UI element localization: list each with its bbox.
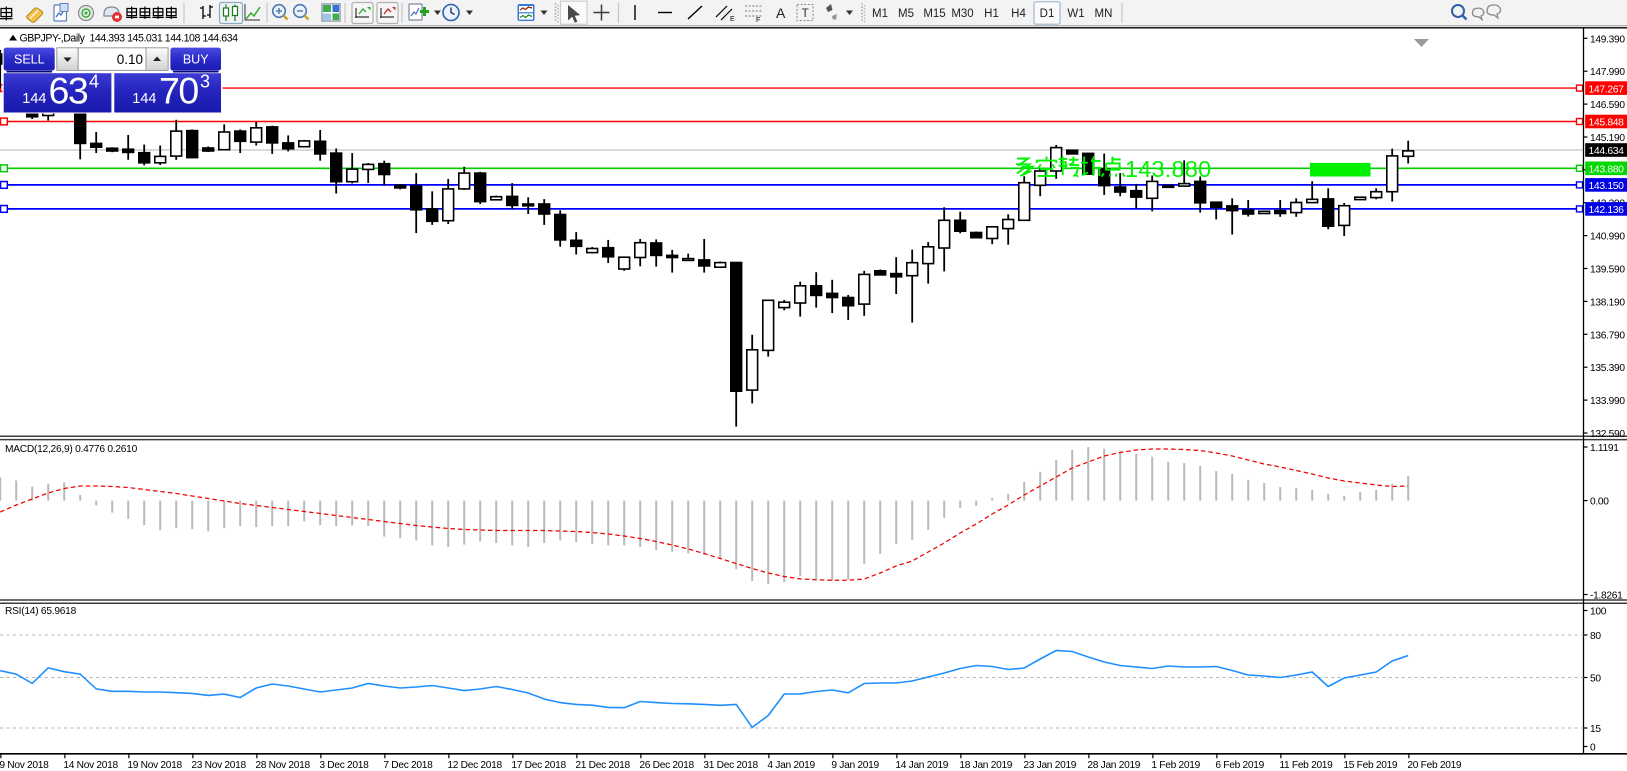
svg-text:A: A — [776, 5, 786, 21]
svg-text:3 Dec 2018: 3 Dec 2018 — [319, 760, 369, 771]
svg-text:14 Jan 2019: 14 Jan 2019 — [895, 760, 948, 771]
svg-text:144: 144 — [132, 91, 156, 107]
svg-text:145.848: 145.848 — [1589, 118, 1625, 129]
svg-text:145.190: 145.190 — [1590, 133, 1625, 144]
svg-text:9 Jan 2019: 9 Jan 2019 — [831, 760, 879, 771]
svg-text:135.390: 135.390 — [1590, 363, 1625, 374]
svg-text:21 Dec 2018: 21 Dec 2018 — [575, 760, 630, 771]
svg-text:17 Dec 2018: 17 Dec 2018 — [511, 760, 566, 771]
svg-text:70: 70 — [159, 70, 198, 112]
svg-text:4 Jan 2019: 4 Jan 2019 — [767, 760, 815, 771]
svg-text:139.590: 139.590 — [1590, 265, 1625, 276]
svg-text:144.634: 144.634 — [1589, 146, 1625, 157]
svg-text:MACD(12,26,9) 0.4776 0.2610: MACD(12,26,9) 0.4776 0.2610 — [5, 444, 138, 455]
svg-text:23 Jan 2019: 23 Jan 2019 — [1023, 760, 1076, 771]
svg-text:1 Feb 2019: 1 Feb 2019 — [1151, 760, 1200, 771]
svg-text:9 Nov 2018: 9 Nov 2018 — [0, 760, 49, 771]
svg-text:31 Dec 2018: 31 Dec 2018 — [703, 760, 758, 771]
svg-text:143.880: 143.880 — [1589, 165, 1625, 176]
svg-text:143.880: 143.880 — [1125, 156, 1211, 182]
svg-text:20 Feb 2019: 20 Feb 2019 — [1407, 760, 1462, 771]
svg-text:140.990: 140.990 — [1590, 232, 1625, 243]
svg-text:28 Jan 2019: 28 Jan 2019 — [1087, 760, 1140, 771]
svg-text:MN: MN — [1095, 8, 1113, 20]
svg-text:50: 50 — [1590, 674, 1601, 685]
svg-text:1.1191: 1.1191 — [1590, 443, 1619, 454]
svg-text:D1: D1 — [1040, 8, 1055, 20]
svg-text:F: F — [756, 17, 760, 24]
svg-text:63: 63 — [49, 70, 88, 112]
svg-text:147.267: 147.267 — [1589, 84, 1625, 95]
svg-text:143.150: 143.150 — [1589, 181, 1625, 192]
svg-text:15: 15 — [1590, 724, 1601, 735]
svg-text:15 Feb 2019: 15 Feb 2019 — [1343, 760, 1398, 771]
svg-text:M1: M1 — [872, 8, 888, 20]
svg-text:H1: H1 — [984, 8, 999, 20]
svg-text:147.990: 147.990 — [1590, 67, 1625, 78]
svg-text:132.590: 132.590 — [1590, 429, 1625, 440]
svg-text:146.590: 146.590 — [1590, 100, 1625, 111]
svg-text:3: 3 — [200, 72, 210, 92]
svg-text:18 Jan 2019: 18 Jan 2019 — [959, 760, 1012, 771]
svg-text:RSI(14) 65.9618: RSI(14) 65.9618 — [5, 606, 77, 617]
svg-text:-1.8261: -1.8261 — [1590, 591, 1623, 602]
svg-text:133.990: 133.990 — [1590, 396, 1625, 407]
svg-text:138.190: 138.190 — [1590, 297, 1625, 308]
svg-text:28 Nov 2018: 28 Nov 2018 — [255, 760, 310, 771]
svg-text:W1: W1 — [1067, 8, 1084, 20]
svg-text:6 Feb 2019: 6 Feb 2019 — [1215, 760, 1264, 771]
svg-text:M5: M5 — [898, 8, 914, 20]
svg-text:80: 80 — [1590, 631, 1601, 642]
svg-text:142.136: 142.136 — [1589, 205, 1625, 216]
svg-text:23 Nov 2018: 23 Nov 2018 — [191, 760, 246, 771]
svg-text:SELL: SELL — [14, 53, 45, 67]
svg-text:144: 144 — [22, 91, 46, 107]
svg-text:M30: M30 — [951, 8, 973, 20]
svg-text:149.390: 149.390 — [1590, 34, 1625, 45]
svg-text:0.00: 0.00 — [1590, 497, 1609, 508]
svg-text:T: T — [802, 6, 810, 20]
svg-text:GBPJPY-,Daily 144.393 145.031: GBPJPY-,Daily 144.393 145.031 144.108 14… — [20, 33, 239, 45]
svg-text:4: 4 — [89, 72, 99, 92]
svg-text:BUY: BUY — [183, 53, 209, 67]
svg-text:19 Nov 2018: 19 Nov 2018 — [127, 760, 182, 771]
svg-text:H4: H4 — [1011, 8, 1026, 20]
svg-text:136.790: 136.790 — [1590, 330, 1625, 341]
svg-text:100: 100 — [1590, 607, 1607, 618]
svg-text:E: E — [730, 16, 735, 23]
svg-text:14 Nov 2018: 14 Nov 2018 — [63, 760, 118, 771]
svg-text:0.10: 0.10 — [117, 52, 143, 67]
svg-text:11 Feb 2019: 11 Feb 2019 — [1279, 760, 1333, 771]
svg-text:12 Dec 2018: 12 Dec 2018 — [447, 760, 502, 771]
svg-text:0: 0 — [1590, 743, 1596, 754]
svg-text:7 Dec 2018: 7 Dec 2018 — [383, 760, 433, 771]
svg-text:26 Dec 2018: 26 Dec 2018 — [639, 760, 694, 771]
svg-text:M15: M15 — [923, 8, 945, 20]
